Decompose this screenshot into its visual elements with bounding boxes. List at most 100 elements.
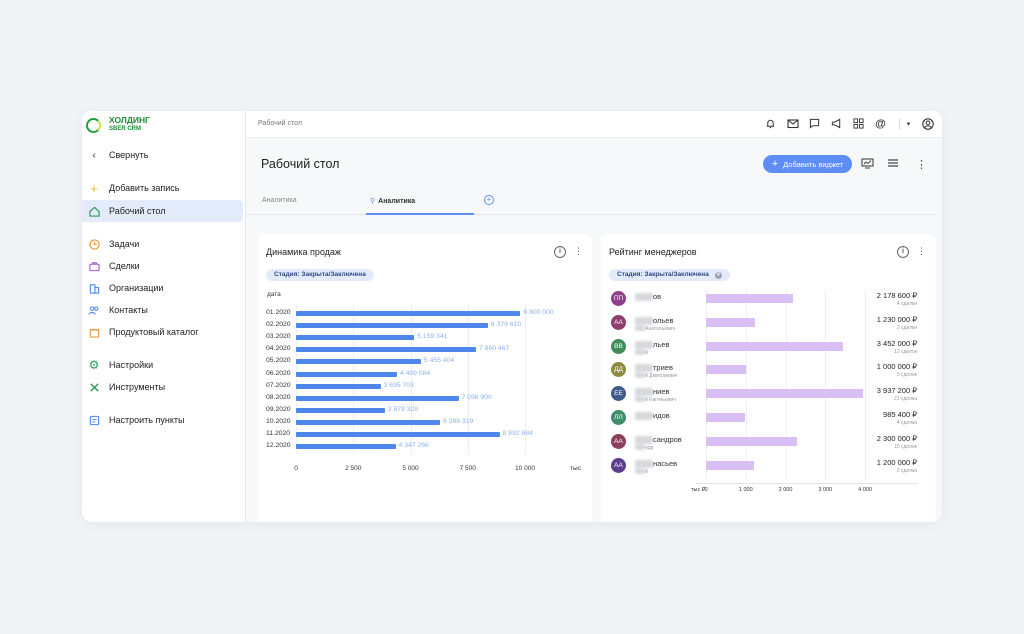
bar [296, 311, 521, 316]
filter-chip[interactable]: Стадия: Закрыта/Заключена [266, 269, 374, 281]
add-widget-label: Добавить виджет [783, 159, 844, 169]
menu-icon[interactable] [887, 158, 899, 171]
filter-chip[interactable]: Стадия: Закрыта/Заключена × [609, 269, 730, 281]
sidebar-item-dashboard[interactable]: Рабочий стол [82, 200, 243, 222]
manager-subtitle: й Дмитриевич [645, 373, 678, 380]
gridline [296, 304, 297, 454]
sidebar-item-settings[interactable]: ⚙ Настройки [82, 354, 243, 376]
avatar[interactable]: АА [611, 433, 626, 449]
y-tick-label: 06.2020 [266, 369, 291, 377]
brand-title: ХОЛДИНГ [109, 115, 150, 125]
active-tab-indicator [366, 213, 474, 215]
avatar[interactable]: ЕЕ [611, 386, 626, 402]
customize-icon [88, 414, 100, 426]
data-label: 5 455 404 [423, 357, 455, 365]
sidebar-item-contacts[interactable]: Контакты [82, 299, 243, 321]
plus-icon: + [90, 180, 98, 196]
bar [296, 323, 488, 329]
redacted-subtitle [635, 396, 645, 403]
filter-chip-label: Стадия: Закрыта/Заключена [617, 271, 709, 278]
manager-name[interactable]: ниев [653, 387, 670, 397]
bar [296, 383, 381, 389]
manager-name[interactable]: триев [653, 363, 673, 373]
y-tick-label: 12.2020 [266, 442, 291, 450]
more-vert-icon[interactable]: ⋮ [574, 246, 583, 256]
deals-count: 5 сделок [896, 372, 917, 379]
sidebar-collapse[interactable]: ‹ Свернуть [82, 144, 243, 166]
data-label: 3 879 329 [387, 405, 419, 413]
x-tick-label: 10 000 [515, 465, 535, 472]
add-tab-icon[interactable]: + [484, 195, 494, 205]
x-tick-label: 3 000 [818, 487, 833, 493]
sidebar-item-organizations[interactable]: Организации [82, 277, 243, 299]
chat-icon[interactable] [808, 117, 821, 130]
manager-name[interactable]: льев [653, 339, 670, 349]
x-tick-label: 0 [294, 465, 298, 472]
sidebar-item-catalog[interactable]: Продуктовый каталог [82, 321, 243, 343]
redacted-name [635, 340, 653, 349]
info-icon[interactable]: i [897, 246, 909, 258]
gridline [745, 290, 747, 480]
amount-value: 2 300 000 ₽ [876, 433, 917, 443]
mail-icon[interactable] [786, 117, 799, 130]
at-sign-icon[interactable]: @ [875, 117, 886, 130]
home-icon [88, 205, 100, 217]
apps-icon[interactable] [852, 117, 865, 130]
amount-value: 3 937 200 ₽ [876, 386, 917, 396]
bar [296, 359, 421, 365]
more-vert-icon[interactable]: ⋮ [916, 159, 927, 171]
user-avatar-icon[interactable] [921, 117, 934, 130]
manager-name[interactable]: идов [653, 411, 670, 420]
sidebar-item-deals[interactable]: Сделки [82, 255, 243, 277]
y-tick-label: 03.2020 [266, 333, 291, 341]
bar [706, 365, 746, 375]
add-widget-button[interactable]: + Добавить виджет [763, 155, 852, 173]
bar [706, 413, 746, 422]
bar [706, 389, 863, 399]
avatar[interactable]: ВВ [611, 338, 626, 354]
avatar[interactable]: АА [611, 457, 626, 473]
avatar[interactable]: АА [611, 314, 626, 330]
app-window: ХОЛДИНГ SBER CRM ‹ Свернуть + Добавить з… [82, 111, 942, 522]
avatar[interactable]: ДД [611, 362, 626, 378]
dashboard-settings-icon[interactable] [861, 158, 874, 172]
manager-subtitle: ндр [645, 444, 654, 451]
bar [296, 335, 415, 341]
megaphone-icon[interactable] [830, 117, 843, 130]
sidebar-item-tasks[interactable]: Задачи [82, 233, 243, 255]
amount-value: 1 230 000 ₽ [876, 314, 917, 324]
sidebar-item-tools[interactable]: Инструменты [82, 376, 243, 398]
data-label: 7 096 900 [461, 393, 492, 401]
tab-analytics-2[interactable]: ⚲ Аналитика [370, 197, 415, 205]
more-vert-icon[interactable]: ⋮ [917, 246, 926, 256]
redacted-subtitle [635, 443, 645, 450]
close-icon[interactable]: × [714, 271, 722, 279]
gridline [410, 304, 412, 454]
sidebar-item-label: Инструменты [109, 382, 166, 392]
avatar[interactable]: ЛЛ [611, 410, 626, 425]
breadcrumb[interactable]: Рабочий стол [258, 120, 302, 127]
brand-logo[interactable]: ХОЛДИНГ SBER CRM [86, 116, 150, 134]
manager-subtitle: Анатольевич [645, 325, 676, 332]
sidebar-item-add-record[interactable]: + Добавить запись [82, 177, 243, 199]
bell-icon[interactable] [764, 117, 777, 130]
y-tick-label: 07.2020 [266, 381, 291, 389]
redacted-name [635, 316, 653, 325]
axis-baseline [696, 483, 918, 484]
manager-name[interactable]: насьев [653, 458, 678, 468]
tab-analytics-1[interactable]: Аналитика [262, 197, 297, 204]
dropdown-caret-icon[interactable]: ▾ [906, 120, 911, 128]
manager-name[interactable]: ов [653, 292, 662, 301]
sidebar-item-label: Задачи [109, 239, 140, 249]
sidebar-item-customize[interactable]: Настроить пункты [82, 409, 243, 431]
manager-name[interactable]: ольев [653, 315, 674, 325]
avatar[interactable]: ПП [611, 291, 626, 306]
deals-count: 2 сделки [896, 324, 917, 331]
brand-subtitle: SBER CRM [109, 126, 142, 132]
y-tick-label: 01.2020 [266, 309, 291, 316]
clock-icon [88, 238, 100, 250]
info-icon[interactable]: i [554, 246, 566, 258]
manager-name[interactable]: сандров [653, 434, 682, 444]
gridline [467, 304, 469, 454]
y-tick-label: 11.2020 [266, 430, 291, 437]
